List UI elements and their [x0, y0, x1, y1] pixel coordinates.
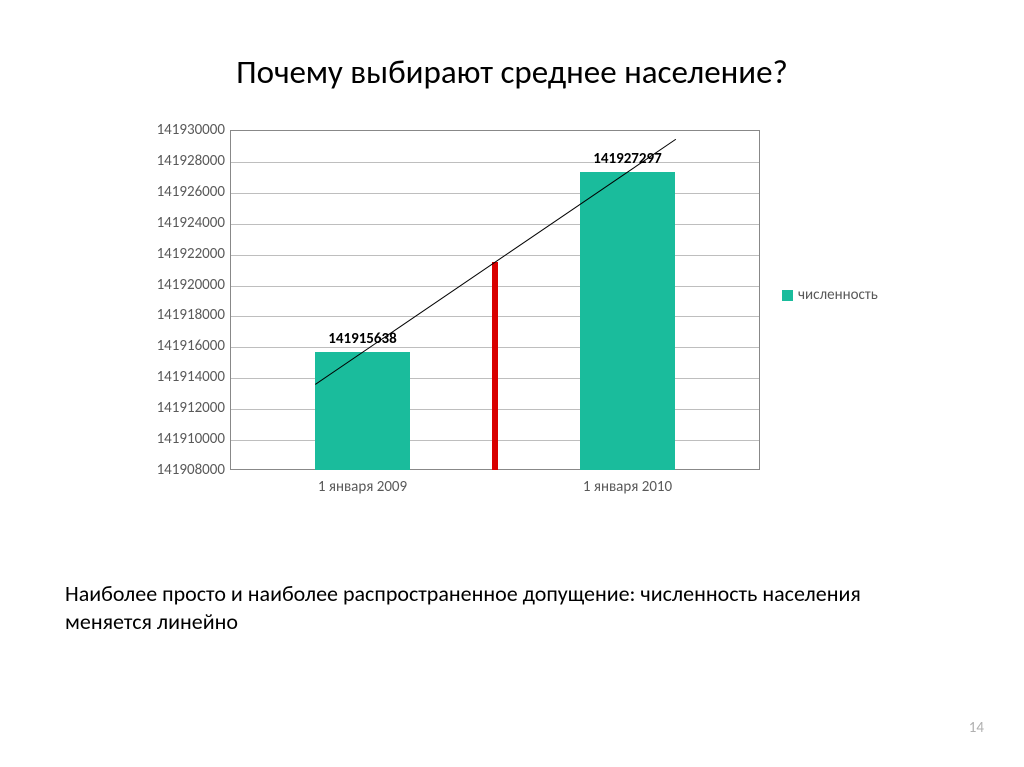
- grid-line: [231, 286, 759, 287]
- data-label: 141915638: [303, 330, 423, 348]
- grid-line: [231, 440, 759, 441]
- y-tick-label: 141924000: [125, 214, 225, 232]
- y-tick-label: 141930000: [125, 121, 225, 139]
- y-tick-label: 141920000: [125, 276, 225, 294]
- legend-label: численность: [798, 286, 878, 304]
- y-tick-label: 141926000: [125, 183, 225, 201]
- chart-legend: численность: [782, 286, 878, 304]
- y-tick-label: 141918000: [125, 306, 225, 324]
- y-tick-label: 141914000: [125, 368, 225, 386]
- slide-caption: Наиболее просто и наиболее распространен…: [65, 580, 945, 635]
- y-tick-label: 141922000: [125, 245, 225, 263]
- data-label: 141927297: [568, 150, 688, 168]
- grid-line: [231, 193, 759, 194]
- slide: { "title": "Почему выбирают среднее насе…: [0, 0, 1024, 767]
- grid-line: [231, 224, 759, 225]
- y-tick-label: 141916000: [125, 337, 225, 355]
- y-tick-label: 141908000: [125, 461, 225, 479]
- x-tick-label: 1 января 2009: [283, 478, 443, 496]
- y-tick-label: 141910000: [125, 430, 225, 448]
- y-tick-label: 141912000: [125, 399, 225, 417]
- y-tick-label: 141928000: [125, 152, 225, 170]
- x-tick-label: 1 января 2010: [548, 478, 708, 496]
- bar: [580, 172, 675, 470]
- population-bar-chart: численность 141908000 141910000 141912000 1…: [120, 130, 890, 500]
- legend-swatch: [782, 290, 793, 301]
- grid-line: [231, 409, 759, 410]
- grid-line: [231, 255, 759, 256]
- bar: [315, 352, 410, 470]
- slide-title: Почему выбирают среднее население?: [0, 52, 1024, 92]
- page-number: 14: [969, 719, 984, 737]
- grid-line: [231, 316, 759, 317]
- plot-box: [230, 130, 760, 470]
- grid-line: [231, 378, 759, 379]
